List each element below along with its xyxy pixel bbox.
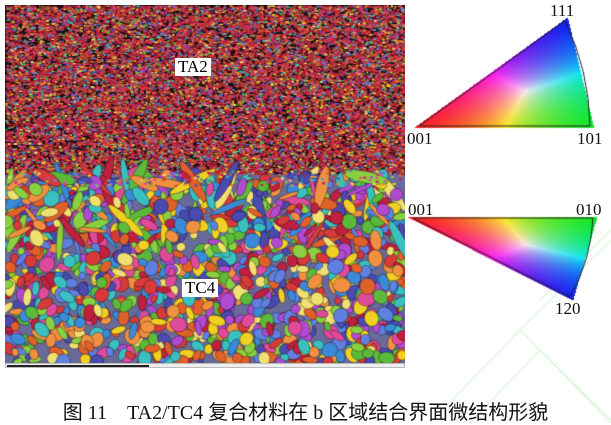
- ipf-top-111: 111: [550, 1, 575, 20]
- label-ta2: TA2: [175, 58, 211, 76]
- figure-caption: 图 11 TA2/TC4 复合材料在 b 区域结合界面微结构形貌: [62, 402, 549, 424]
- ipf-color-key: [405, 0, 611, 340]
- ipf-top-101: 101: [577, 129, 603, 148]
- ipf-bottom-120: 120: [555, 299, 581, 318]
- scale-bar: [5, 363, 405, 368]
- ipf-bottom-010: 010: [576, 200, 602, 219]
- ipf-top-001: 001: [407, 129, 433, 148]
- label-tc4: TC4: [182, 279, 219, 297]
- ipf-bottom-001: 001: [408, 200, 434, 219]
